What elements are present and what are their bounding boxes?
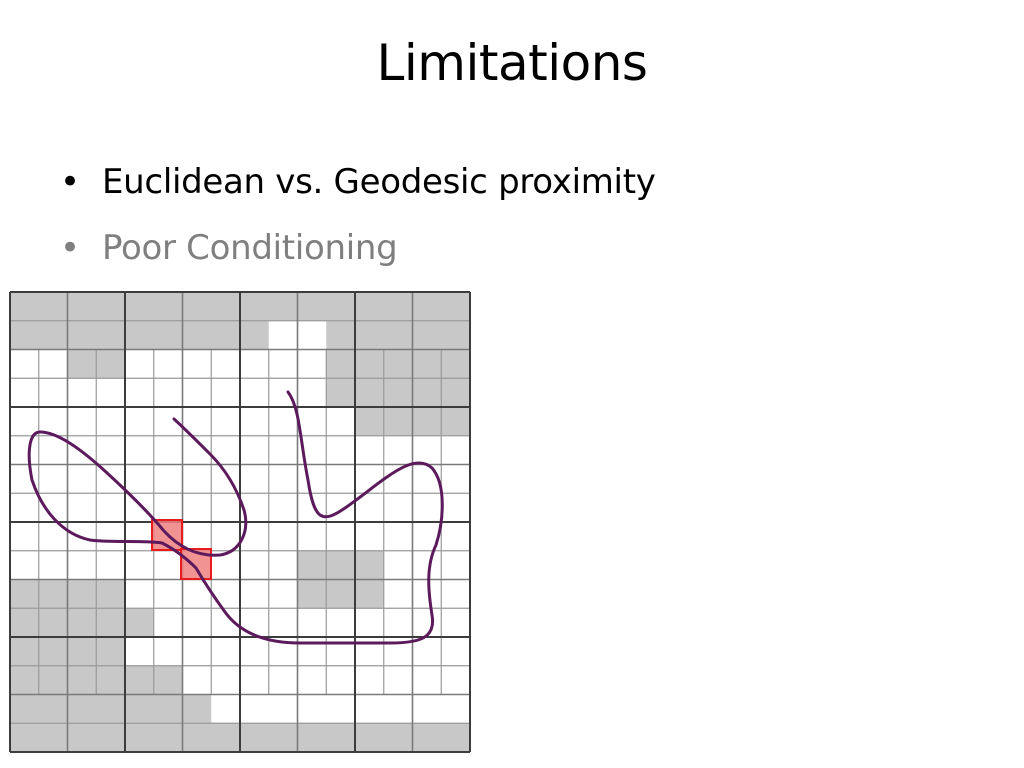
bullet-text: Poor Conditioning [102, 228, 398, 268]
bullet-list: • Euclidean vs. Geodesic proximity • Poo… [60, 158, 656, 290]
highlight-cell [180, 548, 212, 580]
bullet-item-conditioning: • Poor Conditioning [60, 224, 656, 290]
bullet-marker: • [60, 162, 80, 202]
active-cell-run [383, 550, 470, 580]
geodesic-curve [27, 390, 444, 645]
active-cell-run [10, 378, 327, 407]
active-cell-run [383, 579, 470, 609]
bullet-text: Euclidean vs. Geodesic proximity [102, 162, 656, 202]
active-cell-run [153, 608, 470, 637]
grid-coarse-lines [9, 291, 471, 753]
slide-title: Limitations [376, 34, 648, 92]
bullet-item-euclidean: • Euclidean vs. Geodesic proximity [60, 158, 656, 224]
active-cell-run [240, 378, 269, 407]
active-cell-run [125, 349, 327, 379]
active-cell-run [211, 694, 470, 724]
bullet-marker: • [60, 228, 80, 268]
